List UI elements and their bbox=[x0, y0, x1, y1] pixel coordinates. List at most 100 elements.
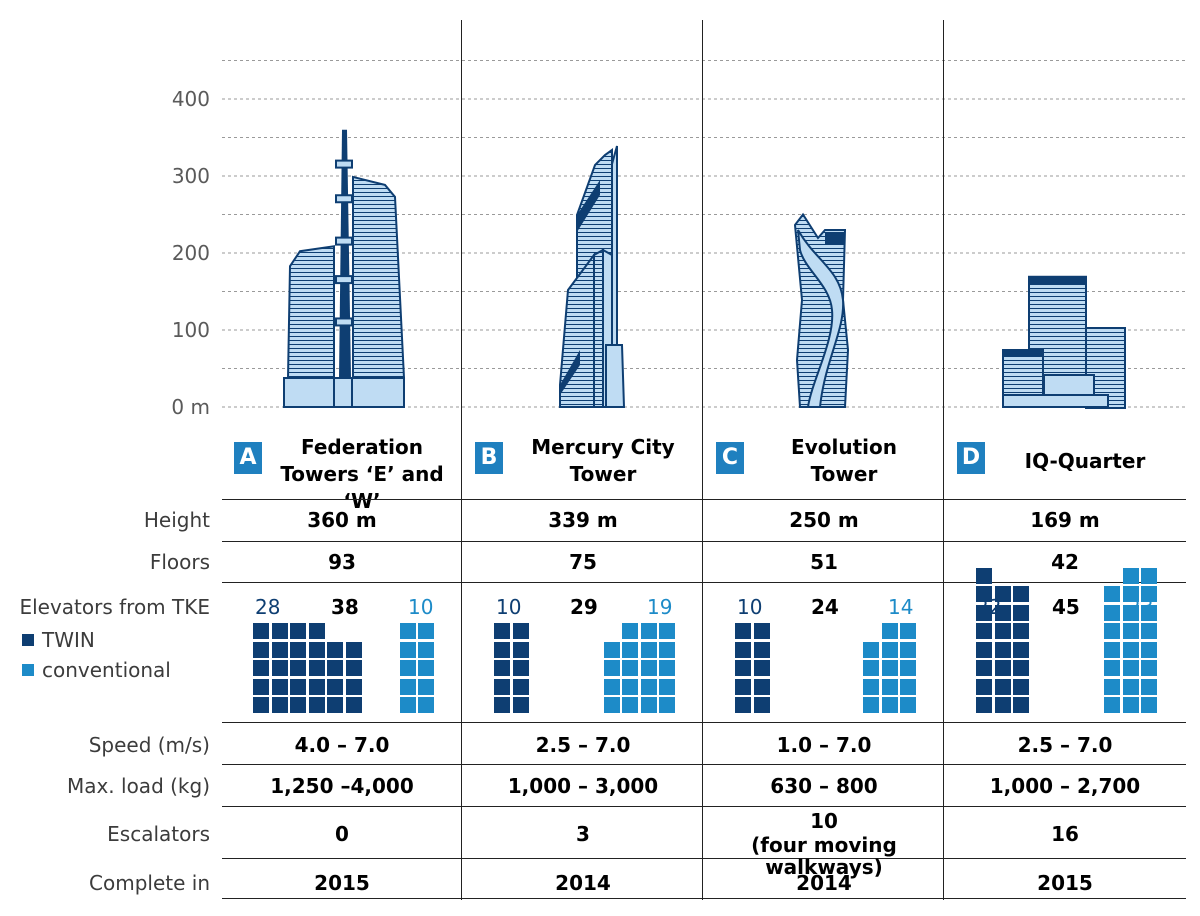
building-a-ring bbox=[335, 236, 353, 246]
conventional-elevator-square bbox=[1122, 641, 1139, 658]
building-b-band-low bbox=[560, 350, 580, 395]
conventional-elevator-square bbox=[640, 678, 657, 695]
twin-elevator-square bbox=[345, 641, 362, 658]
conventional-elevator-square bbox=[1104, 641, 1120, 658]
row-divider bbox=[222, 722, 1186, 723]
building-d-lobby bbox=[1043, 374, 1095, 396]
conventional-elevator-square bbox=[1122, 660, 1139, 676]
complete-value: 2015 bbox=[314, 871, 370, 895]
building-b-core bbox=[593, 248, 604, 408]
legend-conventional-label: conventional bbox=[42, 658, 171, 682]
twin-elevator-square bbox=[753, 623, 770, 639]
conventional-elevator-square bbox=[622, 660, 638, 676]
conventional-elevator-square bbox=[1122, 678, 1139, 695]
conventional-elevator-square bbox=[1104, 623, 1120, 639]
building-a-west bbox=[286, 245, 335, 379]
y-tick-label: 300 bbox=[172, 164, 210, 188]
conventional-elevator-square bbox=[1104, 697, 1120, 713]
twin-elevator-square bbox=[735, 678, 751, 695]
row-label-speed: Speed (m/s) bbox=[88, 733, 210, 757]
conventional-elevator-square bbox=[640, 697, 657, 713]
tower-header-d: D IQ-Quarter bbox=[945, 434, 1185, 494]
speed-value: 2.5 – 7.0 bbox=[535, 733, 631, 757]
conventional-elevator-square bbox=[1122, 586, 1139, 602]
twin-elevator-square bbox=[976, 678, 992, 695]
twin-elevator-square bbox=[271, 697, 288, 713]
twin-elevator-square bbox=[253, 641, 269, 658]
twin-elevator-square bbox=[976, 660, 992, 676]
conventional-elevator-square bbox=[399, 641, 416, 658]
escalators-value: 0 bbox=[335, 822, 349, 846]
building-c-twist bbox=[797, 229, 845, 408]
twin-elevator-square bbox=[308, 697, 325, 713]
twin-elevator-square bbox=[290, 660, 306, 676]
twin-elevator-square bbox=[253, 660, 269, 676]
tower-name-a: Federation Towers ‘E’ and ‘W’ bbox=[266, 434, 458, 515]
twin-elevator-square bbox=[735, 623, 751, 639]
load-value: 1,000 – 2,700 bbox=[989, 774, 1141, 798]
conventional-elevator-square bbox=[1141, 697, 1157, 713]
building-c-crown bbox=[825, 232, 845, 245]
twin-elevator-square bbox=[753, 678, 770, 695]
load-value: 1,000 – 3,000 bbox=[507, 774, 659, 798]
twin-elevator-square bbox=[976, 641, 992, 658]
twin-elevator-square bbox=[512, 660, 529, 676]
twin-elevator-square bbox=[253, 697, 269, 713]
conventional-elevator-square bbox=[603, 678, 620, 695]
conventional-elevator-square bbox=[1104, 604, 1120, 621]
y-tick-label: 200 bbox=[172, 241, 210, 265]
conventional-elevator-square bbox=[863, 678, 879, 695]
building-b-foot bbox=[605, 344, 626, 408]
tower-name-line2: Towers ‘E’ and ‘W’ bbox=[280, 462, 444, 513]
legend-twin-label: TWIN bbox=[42, 628, 95, 652]
twin-elevator-square bbox=[976, 604, 992, 621]
tower-name-line2: Tower bbox=[810, 462, 878, 486]
conventional-elevator-square bbox=[1104, 660, 1120, 676]
conventional-elevator-square bbox=[1122, 697, 1139, 713]
complete-value: 2014 bbox=[796, 871, 852, 895]
total-count: 45 bbox=[1052, 595, 1080, 619]
conventional-elevator-square bbox=[659, 660, 675, 676]
column-divider bbox=[702, 20, 703, 900]
twin-elevator-square bbox=[327, 678, 343, 695]
twin-elevator-square bbox=[345, 678, 362, 695]
speed-value: 2.5 – 7.0 bbox=[1017, 733, 1113, 757]
tower-name-line1: Federation bbox=[300, 435, 424, 459]
twin-count: 28 bbox=[255, 595, 281, 619]
twin-elevator-square bbox=[1013, 623, 1029, 639]
conventional-elevator-square bbox=[659, 623, 675, 639]
twin-elevator-square bbox=[290, 678, 306, 695]
twin-elevator-square bbox=[271, 641, 288, 658]
tower-name-c: Evolution Tower bbox=[748, 434, 940, 488]
twin-elevator-square bbox=[1013, 604, 1029, 621]
conventional-elevator-square bbox=[863, 660, 879, 676]
conventional-elevator-square bbox=[900, 660, 916, 676]
load-value: 630 – 800 bbox=[770, 774, 878, 798]
height-value: 250 m bbox=[789, 508, 859, 532]
conventional-elevator-square bbox=[640, 623, 657, 639]
tower-name-d: IQ-Quarter bbox=[989, 448, 1181, 475]
conventional-elevator-square bbox=[900, 641, 916, 658]
complete-value: 2014 bbox=[555, 871, 611, 895]
conventional-elevator-square bbox=[1122, 623, 1139, 639]
building-d-left-cap bbox=[1002, 349, 1044, 356]
grid-lines bbox=[222, 60, 1186, 408]
speed-value: 4.0 – 7.0 bbox=[294, 733, 390, 757]
tower-header-c: C Evolution Tower bbox=[704, 434, 944, 494]
conventional-elevator-square bbox=[622, 678, 638, 695]
conventional-elevator-square bbox=[399, 660, 416, 676]
conventional-elevator-square bbox=[881, 678, 898, 695]
conventional-elevator-square bbox=[1141, 567, 1157, 584]
twin-elevator-square bbox=[345, 697, 362, 713]
row-divider bbox=[222, 499, 1186, 500]
floors-value: 93 bbox=[328, 550, 356, 574]
y-tick-label: 100 bbox=[172, 318, 210, 342]
tower-name-line2: Tower bbox=[569, 462, 637, 486]
escalators-value: 10 bbox=[810, 809, 838, 833]
twin-elevator-square bbox=[994, 660, 1011, 676]
twin-elevator-square bbox=[271, 660, 288, 676]
legend-conventional: conventional bbox=[22, 658, 171, 682]
conventional-elevator-square bbox=[900, 697, 916, 713]
conventional-count: 10 bbox=[408, 595, 434, 619]
conventional-elevator-square bbox=[418, 697, 434, 713]
